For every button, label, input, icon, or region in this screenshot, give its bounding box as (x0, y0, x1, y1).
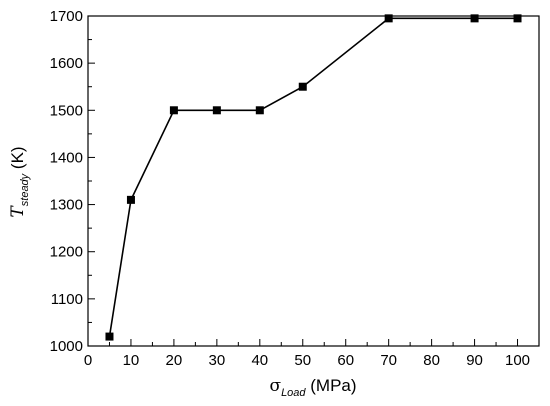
data-point (255, 106, 264, 115)
series-line (108, 17, 518, 337)
data-point (384, 14, 393, 23)
axis-ticks (87, 15, 519, 347)
y-axis-subscript: steady (19, 172, 31, 206)
x-tick-label: 40 (251, 352, 268, 369)
x-tick-label: 10 (123, 352, 140, 369)
y-axis-title: Tsteady (K) (8, 146, 31, 217)
x-axis-symbol: σ (269, 376, 281, 396)
y-tick-label: 1600 (50, 55, 83, 72)
x-axis-unit: (MPa) (306, 376, 357, 395)
data-point (169, 106, 178, 115)
plot-frame (87, 15, 540, 347)
y-tick-label: 1700 (50, 8, 83, 25)
tick-labels: 0 10 20 30 40 50 60 70 80 90 100 1000 1100 1200 1300 14… (50, 8, 530, 369)
x-tick-label: 20 (166, 352, 183, 369)
y-tick-label: 1300 (50, 197, 83, 214)
x-tick-label: 70 (380, 352, 397, 369)
y-tick-label: 1200 (50, 244, 83, 261)
data-point (212, 106, 221, 115)
data-point (105, 332, 114, 341)
x-tick-label: 80 (423, 352, 440, 369)
x-tick-label: 100 (505, 352, 530, 369)
data-point (126, 195, 135, 204)
x-tick-label: 50 (294, 352, 311, 369)
data-point (298, 82, 307, 91)
data-point (470, 14, 479, 23)
x-tick-label: 30 (209, 352, 226, 369)
y-axis-symbol: T (8, 205, 28, 218)
x-axis-title: σLoad (MPa) (269, 376, 356, 399)
data-point (513, 14, 522, 23)
y-tick-label: 1500 (50, 102, 83, 119)
x-tick-label: 60 (337, 352, 354, 369)
x-tick-label: 90 (466, 352, 483, 369)
y-tick-label: 1000 (50, 338, 83, 355)
x-axis-subscript: Load (281, 387, 306, 399)
y-axis-unit: (K) (8, 146, 27, 173)
x-tick-label: 0 (84, 352, 92, 369)
y-tick-label: 1100 (51, 291, 83, 308)
y-tick-label: 1400 (50, 149, 83, 166)
plot-series (105, 14, 522, 341)
